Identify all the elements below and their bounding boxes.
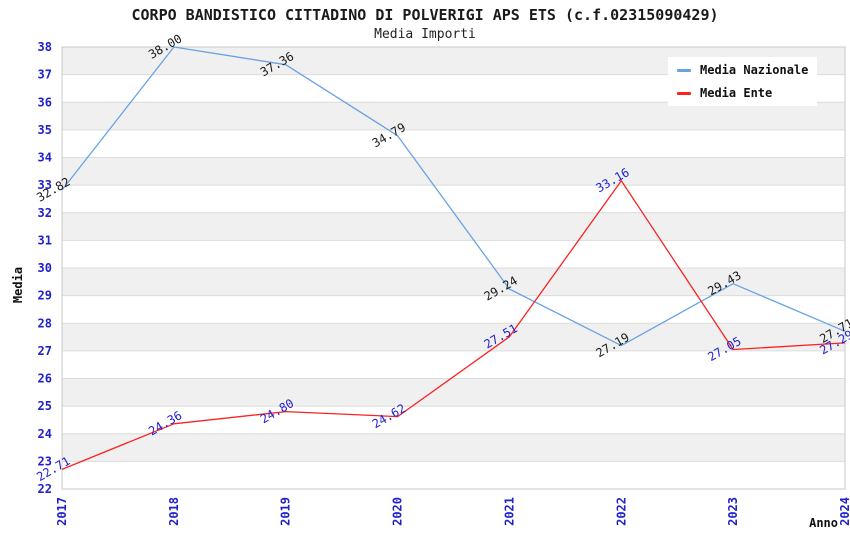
y-tick-label: 38 [38,40,52,54]
x-tick-label: 2023 [726,497,740,526]
x-tick-label: 2018 [167,497,181,526]
y-axis-title: Media [11,266,25,304]
series-line-media-ente [61,180,846,471]
y-tick-label: 25 [38,399,52,413]
x-tick-label: 2017 [55,497,69,526]
x-tick-label: 2024 [838,497,850,526]
y-tick-label: 34 [38,151,52,165]
series-line-media-nazionale [61,46,846,347]
x-tick-label: 2022 [614,497,628,526]
y-axis-ticks: 22 23 24 25 26 27 28 29 30 31 32 33 34 35 36 37 38 [38,40,52,496]
chart-title: CORPO BANDISTICO CITTADINO DI POLVERIGI … [131,6,719,24]
x-axis-title: Anno [809,516,838,530]
legend-item-media-ente: Media Ente [677,86,808,100]
y-tick-label: 24 [38,427,52,441]
x-axis-ticks: 2017 2018 2019 2020 2021 2022 2023 2024 [55,497,850,526]
y-tick-label: 28 [38,316,52,330]
y-tick-label: 23 [38,454,52,468]
legend-swatch-media-nazionale [677,68,691,72]
y-tick-label: 27 [38,344,52,358]
legend-swatch-media-ente [677,91,691,95]
y-tick-label: 30 [38,261,52,275]
grid-bands [62,47,845,462]
x-tick-label: 2021 [502,497,516,526]
y-tick-label: 32 [38,206,52,220]
legend: Media Nazionale Media Ente [668,57,818,106]
chart-subtitle: Media Importi [374,27,476,42]
y-tick-label: 29 [38,289,52,303]
legend-label-media-ente: Media Ente [700,86,773,100]
y-tick-label: 31 [38,233,52,247]
y-tick-label: 35 [38,123,52,137]
legend-item-media-nazionale: Media Nazionale [677,63,808,77]
y-tick-label: 26 [38,372,52,386]
y-tick-label: 33 [38,178,52,192]
legend-label-media-nazionale: Media Nazionale [700,63,809,77]
y-tick-label: 36 [38,95,52,109]
y-tick-label: 22 [38,482,52,496]
x-tick-label: 2020 [391,497,405,526]
plot-border [61,46,846,490]
x-tick-label: 2019 [279,497,293,526]
y-tick-label: 37 [38,68,52,82]
